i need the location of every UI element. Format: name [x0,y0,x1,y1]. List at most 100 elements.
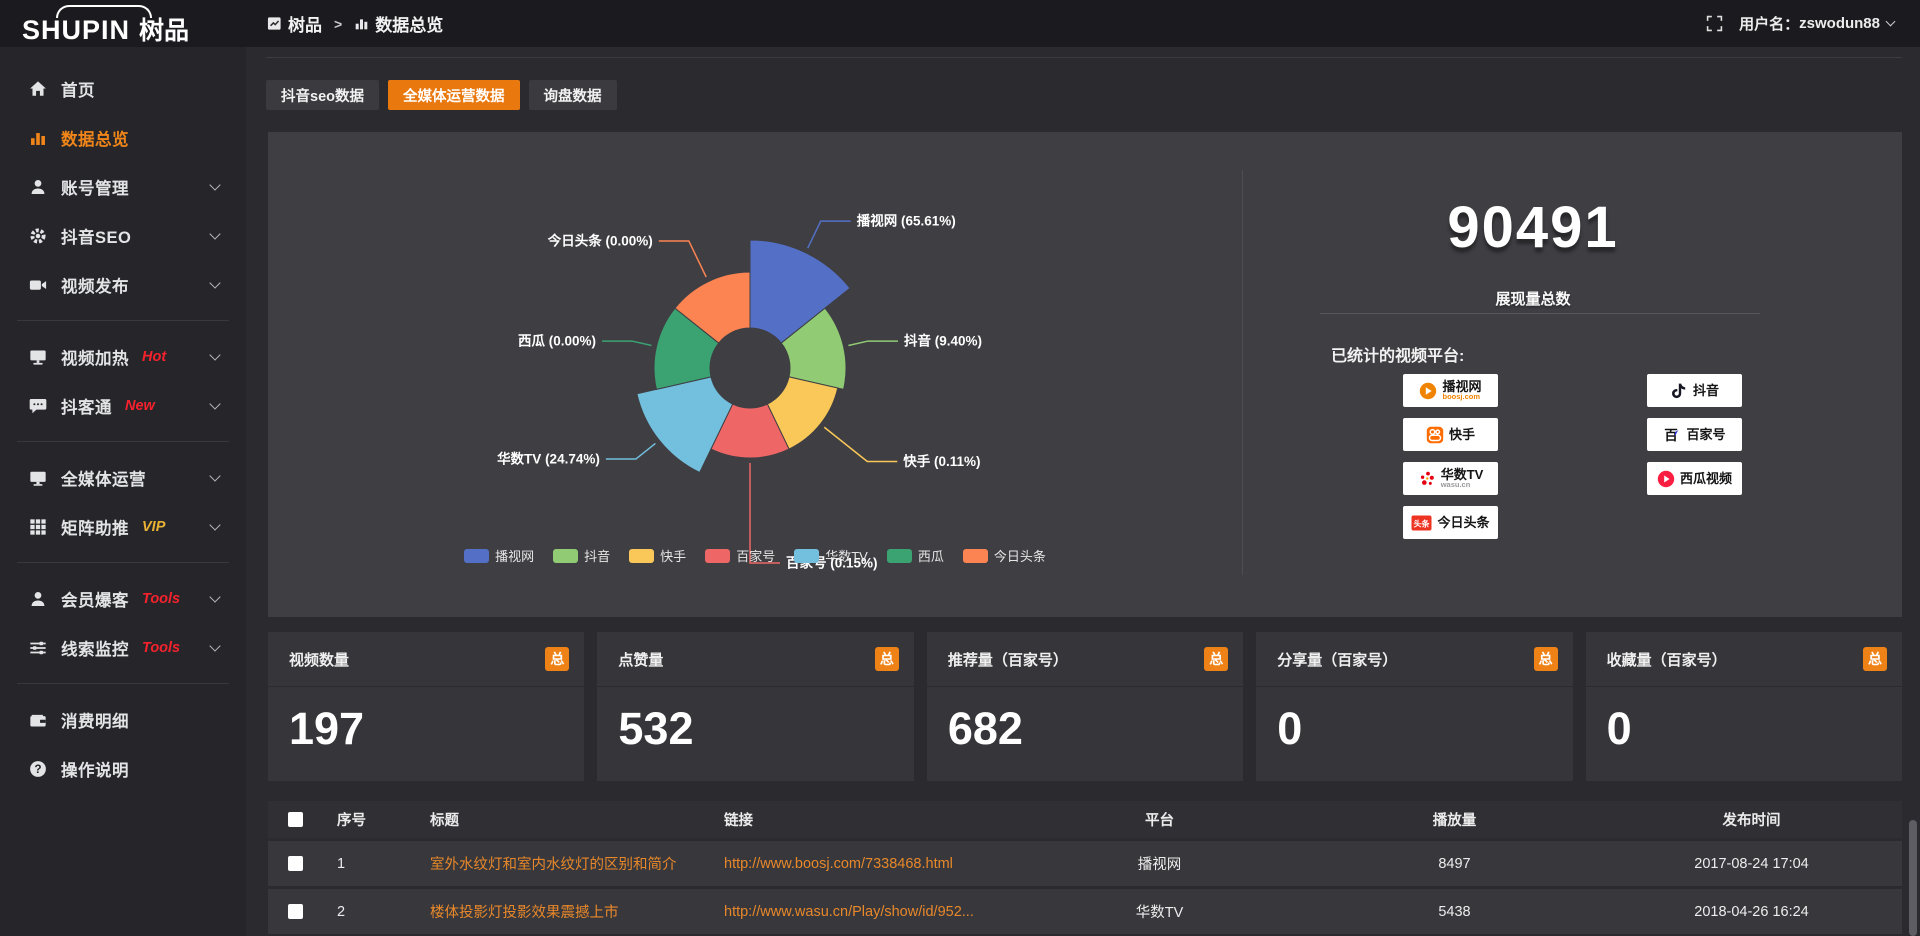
tab-item[interactable]: 询盘数据 [528,80,617,110]
sidebar-item[interactable]: 数据总览 [0,113,246,162]
sidebar-item[interactable]: ? 操作说明 [0,744,246,793]
chevron-down-icon [209,519,221,531]
chevron-down-icon [209,640,221,652]
cell-url-link[interactable]: http://www.boosj.com/7338468.html [724,855,953,872]
sidebar-item-label: 抖音SEO [61,228,132,247]
grid-icon [29,518,47,536]
platform-chip: 抖音 [1647,374,1742,407]
table-header-row: 序号 标题 链接 平台 播放量 发布时间 [268,801,1902,838]
breadcrumb-item[interactable]: 树品 [267,11,322,36]
cell-platform: 华数TV [1135,905,1184,921]
user-icon [29,590,47,608]
legend-swatch [886,548,912,563]
cell-title-link[interactable]: 楼体投影灯投影效果震撼上市 [430,905,619,921]
platform-chip: 西瓜视频 [1647,462,1742,495]
legend-swatch [705,548,731,563]
scrollbar-thumb[interactable] [1909,820,1917,936]
chevron-down-icon [1885,16,1896,27]
stat-card: 推荐量（百家号） 总 682 [926,632,1244,781]
tab-active[interactable]: 全媒体运营数据 [388,80,520,110]
chart-square-icon [267,16,282,31]
sidebar-item-badge: Tools [142,590,181,607]
camera-icon [29,276,47,294]
pie-label-line [807,220,851,249]
legend-swatch [962,548,988,563]
col-header-seq: 序号 [337,813,366,829]
sidebar-item[interactable]: 首页 [0,64,246,113]
legend-item[interactable]: 抖音 [553,546,610,565]
sidebar-item[interactable]: 账号管理 [0,162,246,211]
pie-slice[interactable] [749,239,851,344]
cell-time: 2018-04-26 16:24 [1694,903,1809,920]
sidebar-item-label: 首页 [61,81,95,100]
pie-label-line [605,442,656,460]
total-badge: 总 [1863,647,1888,671]
stat-card-value: 532 [618,703,694,754]
sidebar-item[interactable]: 线索监控 Tools [0,623,246,672]
legend-item[interactable]: 西瓜 [886,546,944,565]
platform-name: 百家号 [1686,426,1726,442]
pie-slice[interactable] [710,403,790,459]
cell-url-link[interactable]: http://www.wasu.cn/Play/show/id/952... [724,903,974,920]
chevron-down-icon [209,470,221,482]
sidebar-item[interactable]: 视频发布 [0,260,246,309]
logo-suffix-text: 树品 [139,16,190,45]
pie-slice[interactable] [636,376,734,474]
tab-item[interactable]: 抖音seo数据 [266,80,379,110]
sidebar-item[interactable]: 抖客通 New [0,381,246,430]
sidebar-item-badge: New [125,397,155,414]
stat-card-label: 分享量（百家号） [1277,651,1398,669]
sidebar-item[interactable]: 全媒体运营 [0,453,246,502]
chevron-down-icon [209,179,221,191]
stat-card-label: 收藏量（百家号） [1606,651,1727,669]
stat-card: 视频数量 总 197 [268,632,585,781]
cell-title-link[interactable]: 室外水纹灯和室内水纹灯的区别和简介 [430,857,677,873]
sidebar-divider [17,562,229,563]
platform-chip: 头条 今日头条 [1403,506,1498,539]
total-badge: 总 [545,647,570,671]
select-all-checkbox[interactable] [287,812,303,827]
legend-item[interactable]: 今日头条 [962,546,1046,565]
breadcrumb-item[interactable]: 数据总览 [354,11,443,36]
sidebar-item[interactable]: 会员爆客 Tools [0,574,246,623]
data-tabs: 抖音seo数据 全媒体运营数据 询盘数据 [266,80,617,110]
legend-swatch [629,548,655,563]
platform-chip: 快手 [1403,418,1498,451]
breadcrumb: 树品 > 数据总览 [267,11,443,36]
legend-item[interactable]: 播视网 [464,546,534,565]
sidebar-item[interactable]: 消费明细 [0,695,246,744]
platform-sub: wasu.cn [1440,480,1471,490]
stat-card-label: 点赞量 [618,651,664,669]
top-bar: SHUPIN 树品 树品 > 数据总览 用户名： zswodun88 [0,0,1920,47]
legend-swatch [553,548,579,563]
panel-vertical-divider [1242,170,1243,575]
user-menu[interactable]: 用户名： zswodun88 [1739,13,1896,34]
legend-swatch [794,548,820,563]
question-icon: ? [29,760,47,778]
platform-chip: 百百家号 [1647,418,1742,451]
sidebar-item-label: 视频加热 [61,349,129,368]
cell-seq: 2 [337,903,346,920]
boosj-logo-icon [1419,382,1437,400]
rose-pie-chart: 播视网 (65.61%)抖音 (9.40%)快手 (0.11%)百家号 (0.1… [497,213,982,571]
overview-panel: 播视网 (65.61%) 抖音 (9.40%) 快手 (0.11%) 百家号 (0.1… [268,132,1902,617]
pie-slice[interactable] [674,271,751,344]
pie-slice[interactable] [766,376,839,450]
sidebar-item[interactable]: 抖音SEO [0,211,246,260]
legend-item[interactable]: 快手 [629,546,686,565]
platform-chip: 华数TV wasu.cn [1403,462,1498,495]
topbar-right: 用户名： zswodun88 [1706,13,1896,34]
row-checkbox[interactable] [287,856,303,871]
chevron-down-icon [209,349,221,361]
row-checkbox[interactable] [287,904,303,919]
stat-card: 分享量（百家号） 总 0 [1256,632,1573,781]
pie-slice[interactable] [653,307,720,390]
wallet-icon [29,711,47,729]
legend-item[interactable]: 华数TV [794,546,868,565]
legend-item[interactable]: 百家号 [705,546,775,565]
fullscreen-icon[interactable] [1706,15,1723,32]
sidebar-item[interactable]: 矩阵助推 VIP [0,502,246,551]
platform-name: 抖音 [1692,382,1719,398]
pie-slice[interactable] [780,307,847,390]
sidebar-item[interactable]: 视频加热 Hot [0,332,246,381]
